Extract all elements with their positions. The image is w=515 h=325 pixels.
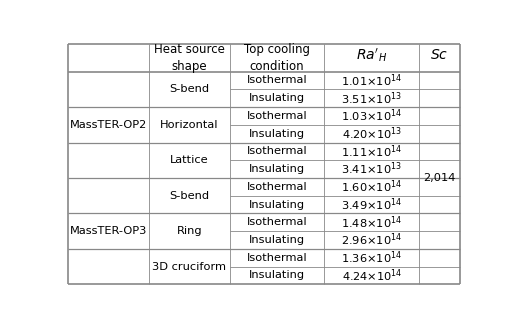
Text: 1.36$\times$10$^{14}$: 1.36$\times$10$^{14}$ <box>341 249 402 266</box>
Text: MassTER-OP3: MassTER-OP3 <box>70 226 147 236</box>
Text: Isothermal: Isothermal <box>247 111 307 121</box>
Text: 1.01$\times$10$^{14}$: 1.01$\times$10$^{14}$ <box>341 72 402 89</box>
Text: Insulating: Insulating <box>249 235 305 245</box>
Text: Ring: Ring <box>177 226 202 236</box>
Text: 1.03$\times$10$^{14}$: 1.03$\times$10$^{14}$ <box>341 108 402 124</box>
Text: Insulating: Insulating <box>249 93 305 103</box>
Text: 3D cruciform: 3D cruciform <box>152 262 226 271</box>
Text: Insulating: Insulating <box>249 129 305 139</box>
Text: S-bend: S-bend <box>169 191 209 201</box>
Text: Lattice: Lattice <box>170 155 209 165</box>
Text: 2,014: 2,014 <box>423 173 456 183</box>
Text: 3.41$\times$10$^{13}$: 3.41$\times$10$^{13}$ <box>341 161 402 177</box>
Text: $\mathit{Ra}'_{\mathit{H}}$: $\mathit{Ra}'_{\mathit{H}}$ <box>356 46 387 64</box>
Text: 3.49$\times$10$^{14}$: 3.49$\times$10$^{14}$ <box>341 196 402 213</box>
Text: 1.60$\times$10$^{14}$: 1.60$\times$10$^{14}$ <box>341 178 402 195</box>
Text: 3.51$\times$10$^{13}$: 3.51$\times$10$^{13}$ <box>341 90 402 107</box>
Text: Isothermal: Isothermal <box>247 75 307 85</box>
Text: 2.96$\times$10$^{14}$: 2.96$\times$10$^{14}$ <box>341 232 402 248</box>
Text: Insulating: Insulating <box>249 270 305 280</box>
Text: Isothermal: Isothermal <box>247 182 307 192</box>
Text: Isothermal: Isothermal <box>247 146 307 156</box>
Text: S-bend: S-bend <box>169 84 209 94</box>
Text: Horizontal: Horizontal <box>160 120 218 130</box>
Text: $\mathit{Sc}$: $\mathit{Sc}$ <box>430 48 449 62</box>
Text: Top cooling
condition: Top cooling condition <box>244 43 310 73</box>
Text: Insulating: Insulating <box>249 164 305 174</box>
Text: Heat source
shape: Heat source shape <box>154 43 225 73</box>
Text: MassTER-OP2: MassTER-OP2 <box>70 120 147 130</box>
Text: Insulating: Insulating <box>249 200 305 210</box>
Text: Isothermal: Isothermal <box>247 253 307 263</box>
Text: 4.20$\times$10$^{13}$: 4.20$\times$10$^{13}$ <box>341 125 402 142</box>
Text: Isothermal: Isothermal <box>247 217 307 227</box>
Text: 1.48$\times$10$^{14}$: 1.48$\times$10$^{14}$ <box>341 214 402 230</box>
Text: 1.11$\times$10$^{14}$: 1.11$\times$10$^{14}$ <box>341 143 402 160</box>
Text: 4.24$\times$10$^{14}$: 4.24$\times$10$^{14}$ <box>341 267 402 284</box>
